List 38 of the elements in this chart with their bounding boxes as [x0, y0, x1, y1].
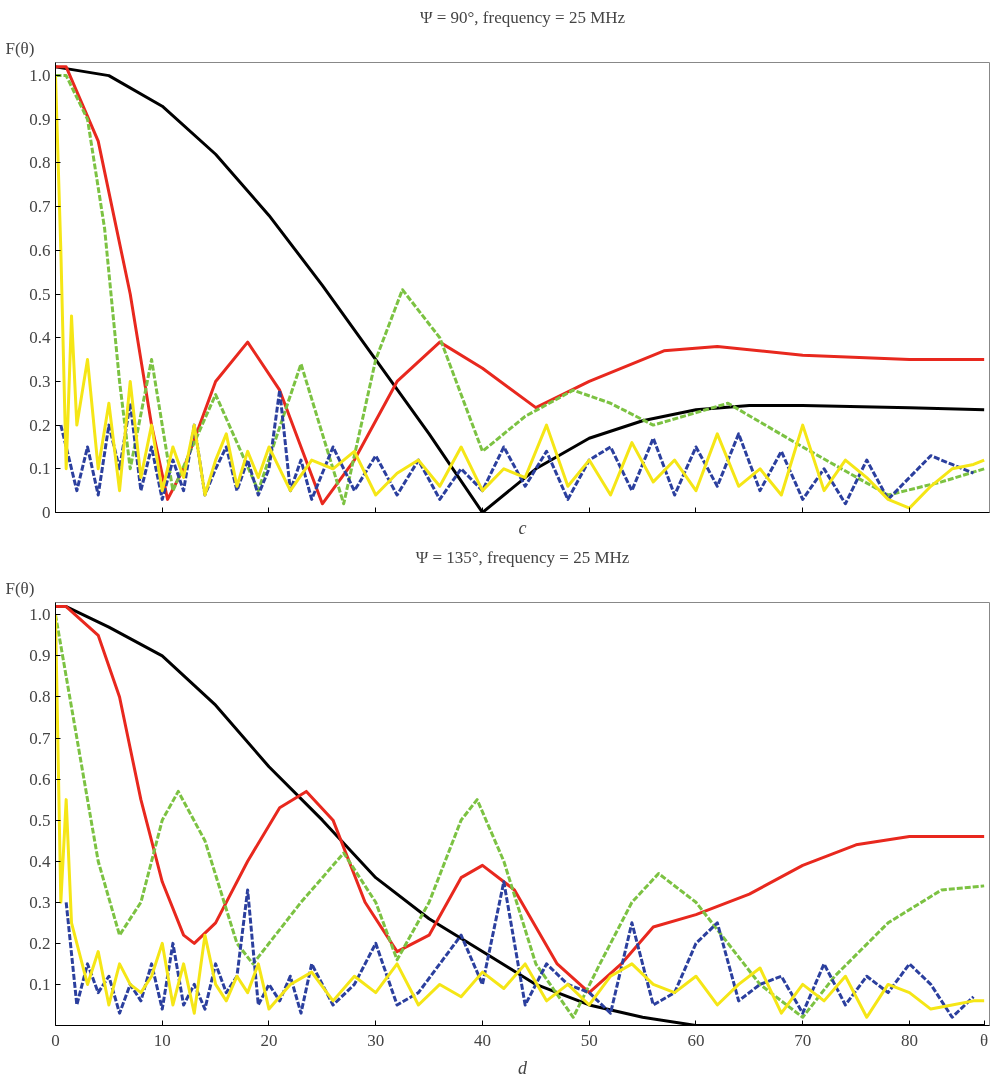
y-tick-label: 1.0 — [29, 605, 51, 625]
x-tick-label: 10 — [153, 1030, 171, 1050]
y-tick-label: 0.9 — [29, 646, 51, 666]
y-tick-label: 0.7 — [29, 197, 51, 217]
y-tick-label: 0.4 — [29, 851, 51, 871]
y-tick-label: 0 — [42, 503, 51, 522]
y-tick-label: 0.2 — [29, 933, 51, 953]
y-tick-label: 0.2 — [29, 415, 51, 435]
x-axis-title: c — [518, 517, 527, 538]
y-tick-label: 0.6 — [29, 240, 51, 260]
line-series — [64, 880, 975, 1019]
x-tick-label: 40 — [473, 1030, 491, 1050]
y-tick-label: 0.9 — [29, 109, 51, 129]
x-tick-label: 70 — [794, 1030, 812, 1050]
y-tick-label: 0.1 — [29, 974, 51, 994]
x-axis-title: d — [518, 1057, 528, 1078]
y-tick-label: 0.3 — [29, 892, 51, 912]
x-tick-label: 60 — [687, 1030, 705, 1050]
x-tick-label: 50 — [580, 1030, 598, 1050]
y-axis-title: F(θ) — [5, 578, 35, 598]
y-tick-label: 0.7 — [29, 728, 51, 748]
y-tick-label: 0.6 — [29, 769, 51, 789]
y-tick-label: 0.1 — [29, 459, 51, 479]
x-tick-label: 20 — [260, 1030, 278, 1050]
line-series — [59, 388, 975, 506]
y-tick-label: 0.8 — [29, 153, 51, 173]
y-tick-label: 1.0 — [29, 66, 51, 86]
x-tick-label: 30 — [367, 1030, 385, 1050]
y-axis-title: F(θ) — [5, 38, 35, 58]
y-tick-label: 0.4 — [29, 328, 51, 348]
y-tick-label: 0.8 — [29, 687, 51, 707]
x-tick-label: θ — [980, 1030, 989, 1050]
y-tick-label: 0.5 — [29, 284, 51, 304]
y-tick-label: 0.3 — [29, 371, 51, 391]
chart-title: Ψ = 135°, frequency = 25 MHz — [415, 547, 630, 567]
x-tick-label: 80 — [900, 1030, 918, 1050]
chart-title: Ψ = 90°, frequency = 25 MHz — [419, 7, 626, 27]
y-tick-label: 0.5 — [29, 810, 51, 830]
